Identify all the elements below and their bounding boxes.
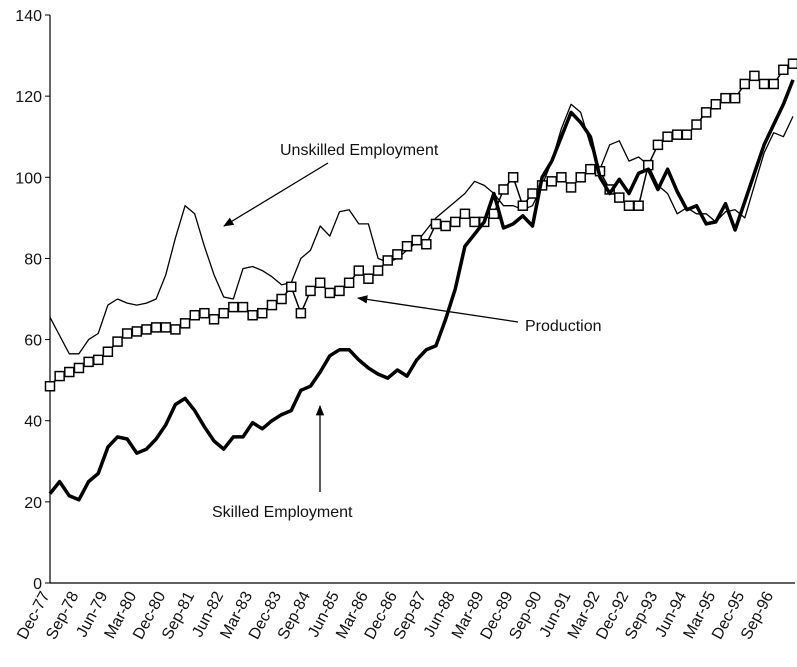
point-marker — [749, 70, 760, 82]
point-marker — [237, 301, 249, 313]
point-marker — [54, 370, 65, 382]
point-marker — [691, 119, 702, 130]
point-marker — [662, 131, 673, 142]
point-marker — [179, 318, 191, 329]
point-marker — [314, 277, 326, 289]
point-marker — [131, 326, 143, 337]
series-line — [48, 79, 795, 502]
point-marker — [401, 241, 413, 252]
y-tick-label: 140 — [15, 8, 42, 25]
point-marker — [363, 273, 374, 284]
point-marker — [295, 307, 307, 319]
point-marker — [228, 301, 239, 313]
arrow — [356, 295, 519, 323]
point-marker — [498, 184, 509, 195]
point-marker — [334, 285, 345, 297]
y-tick-label: 0 — [33, 576, 42, 593]
point-marker — [257, 307, 268, 319]
point-marker — [44, 380, 56, 392]
point-marker — [778, 64, 789, 76]
y-tick-label: 20 — [24, 495, 42, 512]
point-marker — [372, 265, 384, 276]
point-marker — [614, 192, 625, 203]
point-marker — [247, 309, 258, 321]
point-marker — [160, 322, 172, 333]
point-marker — [768, 78, 779, 90]
point-marker — [450, 216, 461, 228]
point-marker — [276, 293, 287, 305]
point-marker — [343, 277, 355, 289]
series-line — [49, 63, 794, 387]
point-marker — [633, 200, 644, 211]
point-marker — [92, 354, 104, 366]
y-tick-label: 40 — [24, 414, 42, 431]
point-marker — [170, 324, 181, 335]
annotation: Unskilled Employment — [280, 142, 439, 159]
point-marker — [729, 92, 741, 104]
point-marker — [440, 220, 451, 232]
point-marker — [430, 218, 442, 230]
annotation: Skilled Employment — [212, 504, 353, 521]
point-marker — [556, 172, 567, 183]
point-marker — [739, 78, 751, 90]
point-marker — [469, 216, 480, 228]
annotation: Production — [525, 318, 602, 335]
point-marker — [700, 107, 712, 118]
point-marker — [411, 234, 422, 246]
point-marker — [652, 139, 664, 151]
point-marker — [102, 346, 114, 357]
y-tick-label: 60 — [24, 333, 42, 350]
point-marker — [787, 58, 797, 69]
point-marker — [421, 238, 432, 250]
point-marker — [266, 299, 278, 311]
point-marker — [681, 129, 693, 140]
point-marker — [73, 362, 85, 374]
point-marker — [199, 307, 210, 319]
point-marker — [382, 255, 393, 266]
point-marker — [546, 176, 558, 187]
point-marker — [517, 200, 529, 211]
point-marker — [64, 366, 75, 378]
point-marker — [392, 249, 403, 260]
point-marker — [527, 188, 538, 199]
y-tick-label: 80 — [24, 251, 42, 268]
point-marker — [150, 322, 162, 333]
y-tick-label: 120 — [15, 89, 42, 106]
point-marker — [208, 314, 220, 325]
point-marker — [720, 92, 731, 104]
point-marker — [121, 328, 133, 339]
point-marker — [189, 309, 200, 321]
point-marker — [575, 172, 586, 183]
point-marker — [758, 78, 770, 90]
point-marker — [83, 356, 94, 368]
arrow — [223, 162, 329, 227]
point-marker — [671, 129, 683, 140]
point-marker — [710, 99, 722, 110]
point-marker — [305, 285, 316, 297]
point-marker — [565, 182, 577, 193]
point-marker — [459, 208, 471, 220]
point-marker — [507, 172, 519, 183]
point-marker — [112, 336, 123, 347]
point-marker — [285, 281, 297, 293]
point-marker — [623, 200, 635, 211]
point-marker — [141, 324, 152, 335]
annotations: Unskilled Employment Production Skilled … — [212, 142, 602, 521]
point-marker — [353, 265, 365, 276]
point-marker — [585, 163, 596, 175]
point-marker — [324, 287, 336, 299]
point-marker — [218, 307, 229, 319]
y-tick-label: 100 — [15, 170, 42, 187]
